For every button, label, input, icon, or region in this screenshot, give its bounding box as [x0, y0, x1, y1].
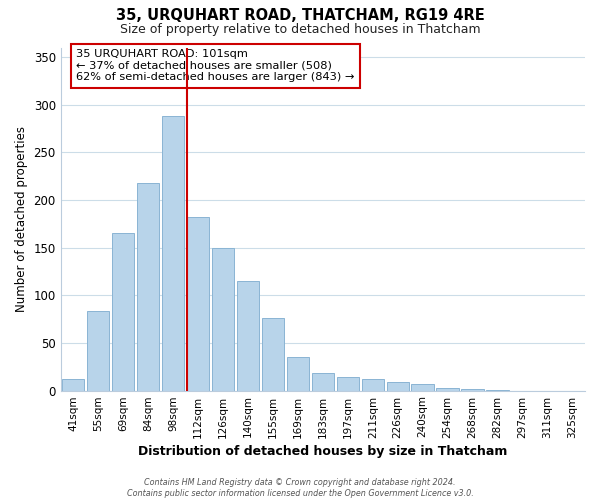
Bar [112, 234, 134, 390]
Text: Size of property relative to detached houses in Thatcham: Size of property relative to detached ho… [119, 22, 481, 36]
Bar [236, 281, 259, 390]
X-axis label: Distribution of detached houses by size in Thatcham: Distribution of detached houses by size … [138, 444, 508, 458]
Bar [311, 374, 334, 390]
Bar [461, 388, 484, 390]
Bar [262, 318, 284, 390]
Bar [362, 379, 384, 390]
Bar [412, 384, 434, 390]
Bar [187, 217, 209, 390]
Bar [62, 379, 85, 390]
Bar [436, 388, 459, 390]
Bar [337, 377, 359, 390]
Text: 35 URQUHART ROAD: 101sqm
← 37% of detached houses are smaller (508)
62% of semi-: 35 URQUHART ROAD: 101sqm ← 37% of detach… [76, 49, 355, 82]
Bar [386, 382, 409, 390]
Bar [287, 357, 309, 390]
Bar [162, 116, 184, 390]
Bar [212, 248, 234, 390]
Text: 35, URQUHART ROAD, THATCHAM, RG19 4RE: 35, URQUHART ROAD, THATCHAM, RG19 4RE [116, 8, 484, 22]
Text: Contains HM Land Registry data © Crown copyright and database right 2024.
Contai: Contains HM Land Registry data © Crown c… [127, 478, 473, 498]
Bar [87, 310, 109, 390]
Y-axis label: Number of detached properties: Number of detached properties [15, 126, 28, 312]
Bar [137, 183, 159, 390]
